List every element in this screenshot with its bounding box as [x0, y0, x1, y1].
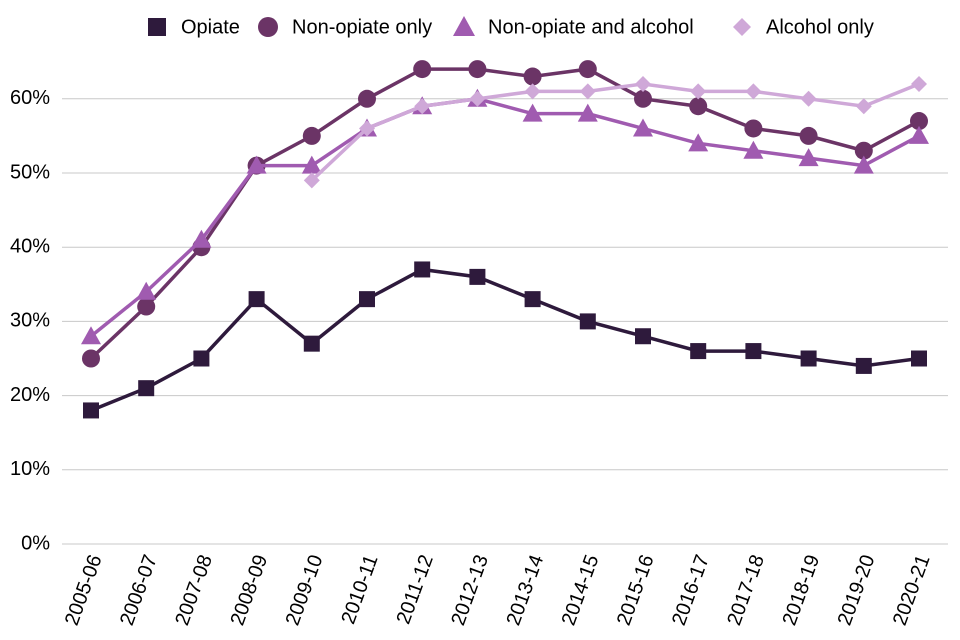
marker: [800, 90, 817, 107]
marker: [522, 103, 543, 122]
marker: [799, 126, 818, 145]
legend-marker: [148, 18, 166, 36]
x-tick-label: 2008-09: [226, 552, 272, 629]
marker: [855, 98, 872, 115]
marker: [634, 89, 652, 108]
marker: [745, 83, 762, 100]
y-tick-label: 30%: [10, 310, 50, 332]
marker: [81, 326, 101, 345]
marker: [359, 120, 375, 137]
legend-marker: [258, 17, 278, 37]
marker: [855, 357, 872, 374]
marker: [359, 291, 375, 308]
x-tick-label: 2006-07: [116, 552, 162, 629]
marker: [578, 60, 597, 79]
marker: [468, 60, 487, 79]
marker: [854, 141, 873, 160]
x-tick-label: 2019-20: [834, 552, 880, 629]
x-tick-label: 2013-14: [502, 552, 548, 629]
marker: [911, 75, 927, 92]
marker: [579, 313, 596, 330]
x-tick-label: 2005-06: [61, 552, 107, 629]
x-tick-label: 2016-17: [668, 552, 714, 629]
marker: [523, 67, 542, 86]
legend-marker: [733, 18, 751, 36]
series-line: [310, 82, 920, 182]
y-tick-label: 10%: [10, 458, 50, 480]
marker: [358, 89, 376, 108]
marker: [690, 343, 707, 360]
marker: [911, 350, 927, 367]
marker: [744, 119, 763, 138]
x-tick-label: 2020-21: [889, 552, 935, 629]
series-line: [89, 67, 920, 360]
marker: [83, 402, 99, 419]
marker: [414, 98, 431, 115]
marker: [246, 155, 267, 174]
x-tick-label: 2007-08: [171, 552, 217, 629]
marker: [136, 281, 157, 300]
marker: [910, 112, 928, 131]
x-tick-label: 2010-11: [337, 552, 382, 627]
x-tick-label: 2017-18: [723, 552, 769, 629]
marker: [414, 261, 431, 278]
marker: [193, 350, 210, 367]
x-tick-label: 2015-16: [613, 552, 659, 629]
marker: [743, 140, 764, 159]
y-tick-label: 0%: [21, 532, 50, 554]
marker: [138, 380, 155, 397]
y-tick-label: 50%: [10, 161, 50, 183]
marker: [191, 229, 212, 248]
legend-label: Non-opiate only: [292, 16, 432, 38]
marker: [524, 83, 541, 100]
y-tick-label: 40%: [10, 235, 50, 257]
marker: [303, 172, 320, 189]
marker: [137, 297, 156, 316]
y-tick-label: 60%: [10, 87, 50, 109]
marker: [577, 103, 598, 122]
legend-marker: [453, 16, 475, 36]
marker: [745, 343, 762, 360]
x-tick-label: 2009-10: [282, 552, 328, 629]
marker: [688, 133, 709, 152]
legend-label: Opiate: [181, 16, 240, 38]
series-line: [89, 97, 920, 338]
marker: [689, 97, 708, 116]
marker: [633, 118, 653, 137]
marker: [800, 350, 817, 367]
marker: [469, 268, 486, 285]
y-tick-label: 20%: [10, 384, 50, 406]
marker: [248, 291, 265, 308]
x-tick-label: 2012-13: [447, 552, 493, 629]
marker: [301, 155, 322, 174]
marker: [798, 148, 819, 167]
legend-label: Alcohol only: [766, 16, 874, 38]
marker: [82, 349, 100, 368]
x-tick-label: 2014-15: [558, 552, 604, 629]
x-tick-label: 2011-12: [393, 552, 438, 627]
marker: [635, 328, 651, 345]
marker: [413, 60, 432, 79]
marker: [302, 126, 321, 145]
legend-label: Non-opiate and alcohol: [488, 16, 694, 38]
series-line: [90, 267, 920, 413]
marker: [635, 75, 651, 92]
marker: [524, 291, 541, 308]
marker: [469, 90, 486, 107]
marker: [909, 125, 929, 144]
marker: [853, 155, 874, 174]
marker: [690, 83, 707, 100]
marker: [579, 83, 596, 100]
marker: [303, 335, 320, 352]
x-tick-label: 2018-19: [778, 552, 824, 629]
